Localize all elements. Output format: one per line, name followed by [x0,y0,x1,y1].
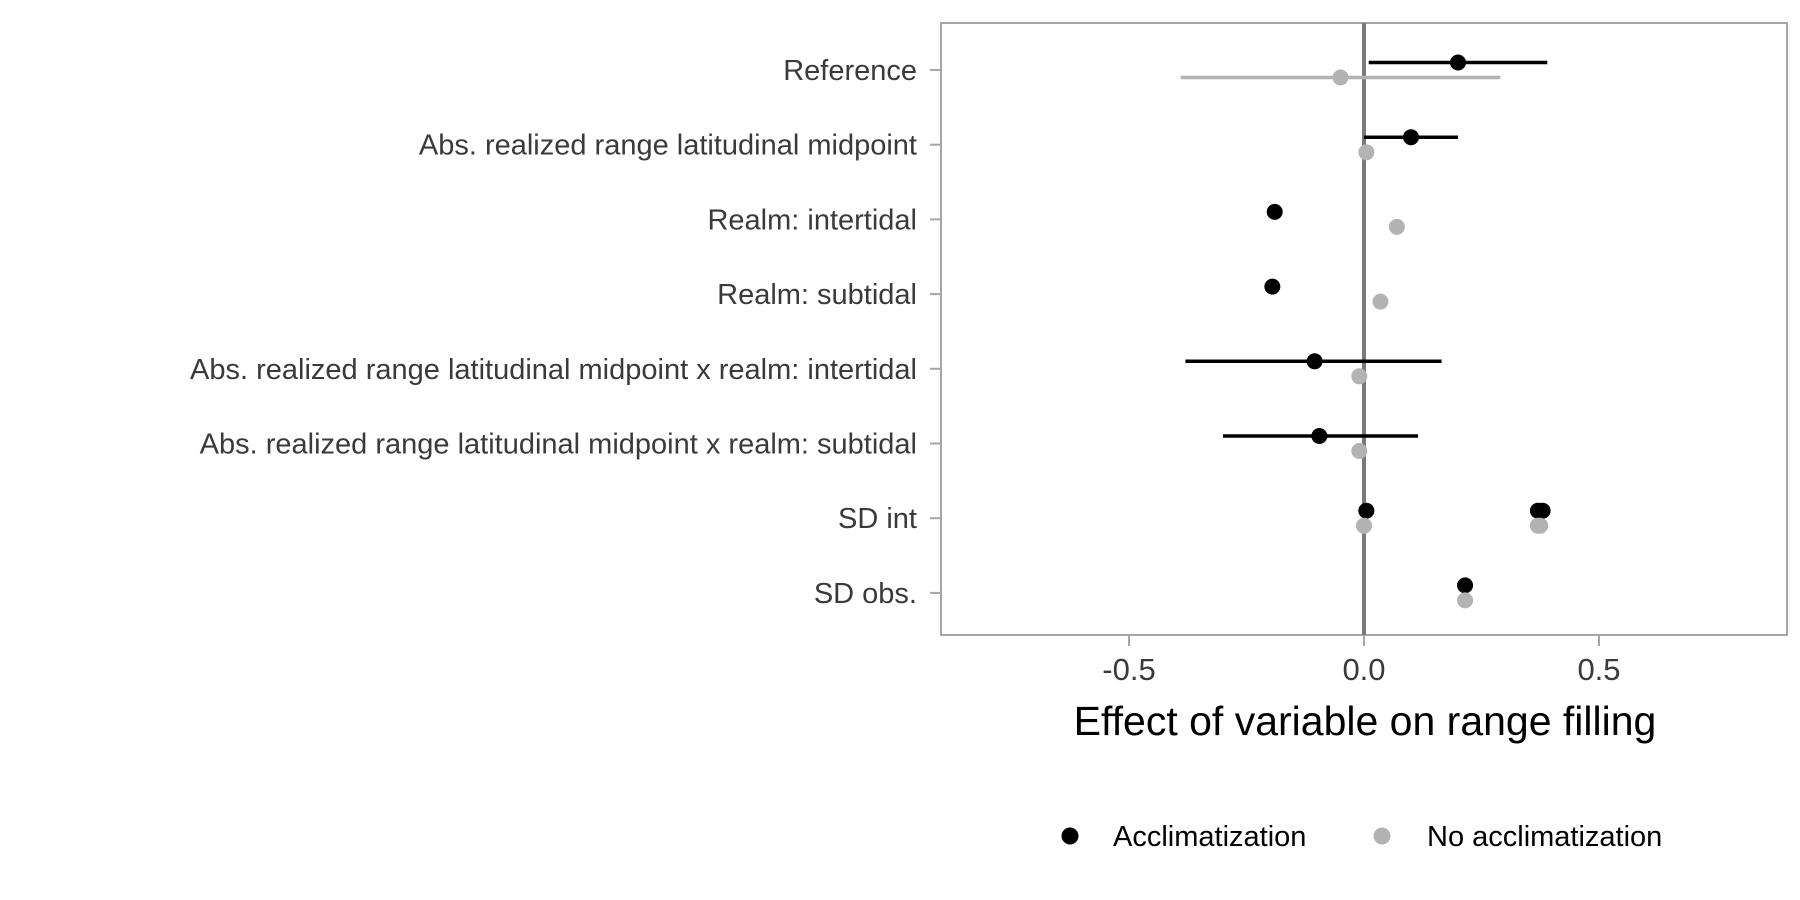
data-marks [1180,54,1551,609]
x-tick-label: -0.5 [1102,652,1155,687]
data-point [1532,517,1549,534]
data-point [1358,502,1375,519]
data-point [1457,592,1474,609]
data-point [1351,368,1368,385]
data-point [1306,353,1323,370]
legend-key-acclimatization [1061,827,1079,845]
data-point [1332,69,1349,86]
data-point [1372,293,1389,310]
data-point [1450,54,1466,71]
legend-key-no-acclimatization [1373,827,1391,845]
x-axis-title: Effect of variable on range filling [1074,698,1657,744]
series-acclimatization [1185,54,1551,594]
legend-label-no-acclimatization: No acclimatization [1427,821,1662,853]
y-tick-label: SD int [838,503,917,535]
legend: Acclimatization No acclimatization [1061,821,1662,853]
y-tick-label: Realm: intertidal [707,204,917,236]
y-tick-label: Abs. realized range latitudinal midpoint… [200,429,917,461]
data-point [1311,428,1328,444]
y-tick-label: Reference [783,55,917,87]
data-point [1358,144,1375,161]
data-point [1403,129,1419,146]
x-axis: -0.5 0.0 0.5 [1102,635,1621,687]
plot-panel [940,22,1788,636]
data-point [1266,203,1283,220]
y-tick-label: Abs. realized range latitudinal midpoint… [190,354,917,386]
data-point [1388,218,1405,235]
data-point [1356,517,1372,534]
data-point [1534,502,1551,519]
category-labels: Reference Abs. realized range latitudinal… [190,55,941,610]
y-tick-label: Realm: subtidal [717,279,917,311]
data-point [1264,278,1281,295]
data-point [1351,443,1368,459]
x-tick-label: 0.5 [1577,652,1620,687]
legend-label-acclimatization: Acclimatization [1113,821,1306,853]
x-tick-label: 0.0 [1342,652,1385,687]
data-point [1457,577,1474,594]
series-no-acclimatization [1180,69,1549,609]
y-tick-label: SD obs. [814,578,917,610]
y-tick-label: Abs. realized range latitudinal midpoint [419,130,917,162]
